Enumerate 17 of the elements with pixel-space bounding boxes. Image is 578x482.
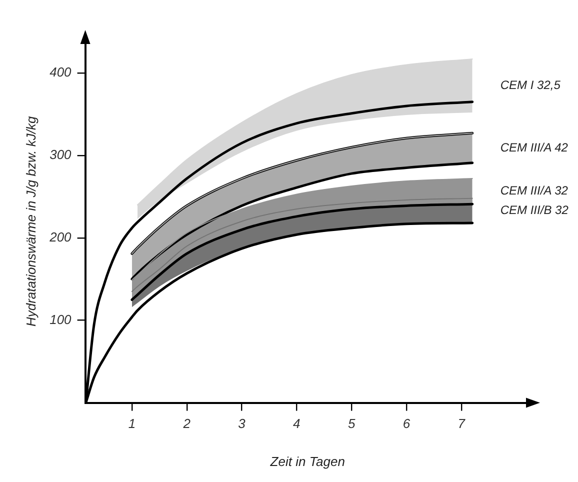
y-tick-label: 300 bbox=[50, 147, 72, 162]
x-axis-title: Zeit in Tagen bbox=[269, 454, 345, 469]
x-tick-label: 3 bbox=[238, 416, 246, 432]
x-tick-label: 6 bbox=[402, 416, 411, 432]
x-tick-label: 1 bbox=[128, 416, 136, 432]
x-tick-label: 4 bbox=[293, 416, 300, 432]
y-tick-label: 400 bbox=[50, 64, 72, 80]
text: CEM III/B 32 bbox=[500, 203, 569, 218]
y-tick-label: 200 bbox=[48, 230, 72, 244]
text: CEM I 32,5 bbox=[500, 78, 561, 92]
text: CEM III/A 32 bbox=[500, 184, 568, 198]
y-tick-label: 100 bbox=[50, 312, 72, 327]
y-axis-title: Hydratationswärme in J/g bzw. kJ/kg bbox=[23, 116, 38, 327]
x-tick-label: 2 bbox=[182, 416, 192, 432]
x-tick-label: 5 bbox=[348, 416, 356, 432]
x-tick-label: 7 bbox=[458, 416, 466, 432]
text: CEM III/A 42 bbox=[500, 140, 568, 154]
